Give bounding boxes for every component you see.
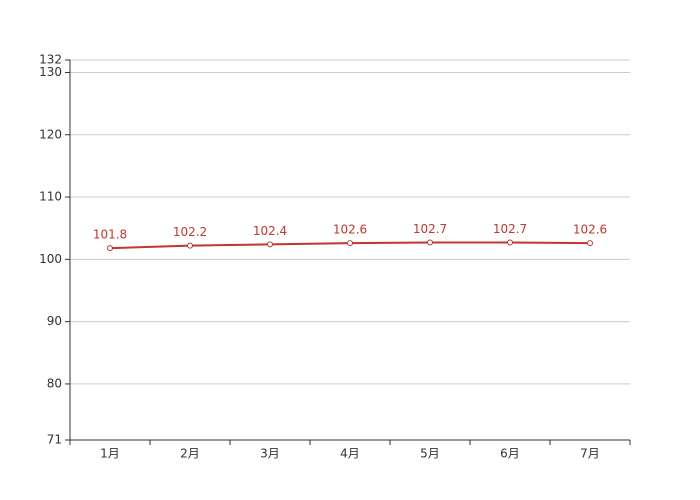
data-point bbox=[347, 240, 353, 247]
data-label: 102.2 bbox=[173, 225, 207, 239]
y-tick-label: 100 bbox=[39, 252, 62, 266]
data-label: 102.4 bbox=[253, 224, 287, 238]
x-tick-label: 5月 bbox=[420, 447, 440, 461]
x-tick-label: 1月 bbox=[100, 447, 120, 461]
x-tick-label: 7月 bbox=[580, 447, 600, 461]
data-label: 102.7 bbox=[413, 222, 447, 236]
x-tick-label: 4月 bbox=[340, 447, 360, 461]
y-tick-label: 120 bbox=[39, 127, 62, 141]
data-label: 102.6 bbox=[333, 223, 367, 237]
y-tick-label: 90 bbox=[47, 314, 62, 328]
x-tick-label: 3月 bbox=[260, 447, 280, 461]
y-tick-label: 130 bbox=[39, 65, 62, 79]
data-point bbox=[427, 239, 433, 246]
data-label: 102.7 bbox=[493, 222, 527, 236]
y-tick-label: 132 bbox=[39, 53, 62, 67]
data-label: 102.6 bbox=[573, 223, 607, 237]
data-label: 101.8 bbox=[93, 228, 127, 242]
x-tick-label: 6月 bbox=[500, 447, 520, 461]
data-point bbox=[187, 242, 193, 249]
x-tick-label: 2月 bbox=[180, 447, 200, 461]
y-tick-label: 110 bbox=[39, 190, 62, 204]
data-point bbox=[507, 239, 513, 246]
data-point bbox=[267, 241, 273, 248]
data-point bbox=[587, 240, 593, 247]
y-tick-label: 80 bbox=[47, 376, 62, 390]
data-point bbox=[107, 245, 113, 252]
y-tick-label: 71 bbox=[47, 433, 62, 447]
